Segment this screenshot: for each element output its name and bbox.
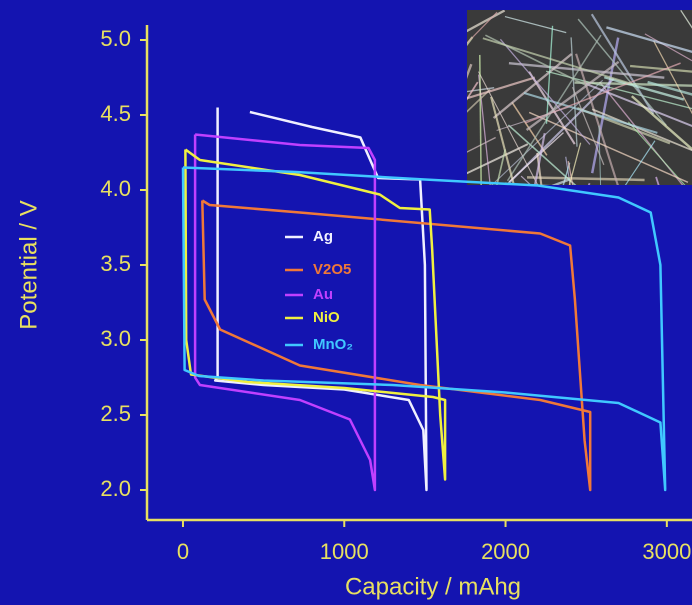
y-tick-label: 3.5	[100, 251, 131, 276]
y-tick-label: 4.5	[100, 101, 131, 126]
y-tick-label: 2.5	[100, 401, 131, 426]
legend-label: Au	[313, 286, 333, 303]
y-tick-label: 2.0	[100, 476, 131, 501]
inset-image	[467, 10, 692, 185]
y-axis-title: Potential / V	[15, 200, 42, 329]
legend-label: NiO	[313, 309, 340, 326]
x-tick-label: 1000	[320, 539, 369, 564]
chart: Potential / V Capacity / mAhg 2.0 2.5 3.0 3…	[0, 0, 692, 605]
legend-label: V2O5	[313, 261, 351, 278]
y-tick-label: 3.0	[100, 326, 131, 351]
x-axis-title: Capacity / mAhg	[345, 573, 521, 600]
y-tick-label: 5.0	[100, 26, 131, 51]
legend-label: Ag	[313, 228, 333, 245]
x-tick-label: 3000	[642, 539, 691, 564]
x-tick-label: 0	[177, 539, 189, 564]
x-tick-label: 2000	[481, 539, 530, 564]
y-tick-label: 4.0	[100, 176, 131, 201]
legend-label: MnO₂	[313, 336, 353, 353]
